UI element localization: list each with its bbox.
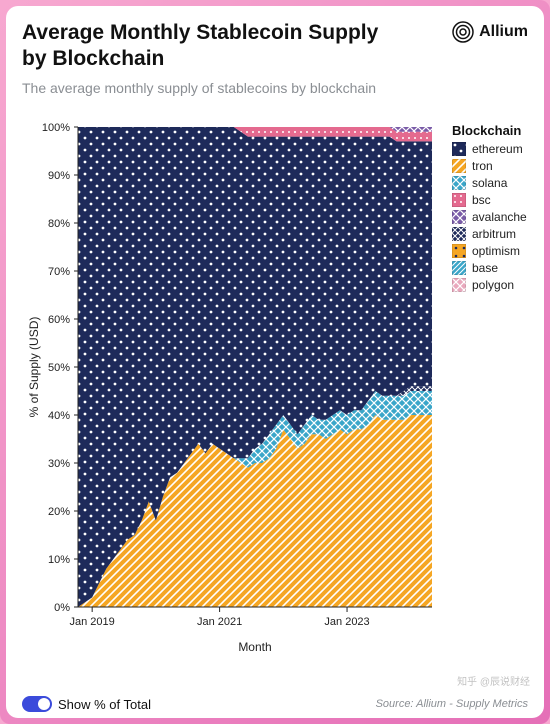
toggle-switch[interactable]: [22, 696, 52, 712]
y-tick-label: 50%: [48, 362, 70, 374]
y-tick-label: 40%: [48, 410, 70, 422]
page-title: Average Monthly Stablecoin Supply by Blo…: [22, 20, 402, 73]
y-tick-label: 0%: [54, 602, 70, 614]
chart-column: 0% 10% 20% 30% 40% 50% 60% 70% 80% 90% 100% Jan 201…: [22, 123, 442, 668]
y-tick-label: 100%: [42, 123, 70, 134]
toggle-label: Show % of Total: [58, 697, 151, 712]
legend-label: base: [472, 261, 498, 275]
legend-column: Blockchain ethereum tron solana bsc avalanch…: [442, 123, 528, 668]
legend-label: ethereum: [472, 142, 523, 156]
x-tick-label: Jan 2023: [324, 616, 369, 628]
y-tick-label: 80%: [48, 218, 70, 230]
chart-wrap: 0% 10% 20% 30% 40% 50% 60% 70% 80% 90% 100% Jan 201…: [22, 123, 528, 668]
legend-swatch-avalanche: [452, 210, 466, 224]
legend-label: bsc: [472, 193, 491, 207]
brand-logo: Allium: [451, 20, 528, 44]
y-tick-label: 10%: [48, 554, 70, 566]
brand-text: Allium: [479, 23, 528, 41]
y-tick-label: 20%: [48, 506, 70, 518]
legend-label: solana: [472, 176, 507, 190]
x-tick-label: Jan 2019: [70, 616, 115, 628]
legend-label: tron: [472, 159, 493, 173]
legend-item-solana[interactable]: solana: [452, 176, 528, 190]
chart-card: Average Monthly Stablecoin Supply by Blo…: [6, 6, 544, 718]
y-tick-label: 90%: [48, 170, 70, 182]
legend-item-ethereum[interactable]: ethereum: [452, 142, 528, 156]
watermark: 知乎 @辰说财经: [457, 673, 530, 688]
allium-icon: [451, 20, 475, 44]
stacked-area-chart: 0% 10% 20% 30% 40% 50% 60% 70% 80% 90% 100% Jan 201…: [22, 123, 442, 663]
legend-item-avalanche[interactable]: avalanche: [452, 210, 528, 224]
page-subtitle: The average monthly supply of stablecoin…: [22, 79, 382, 98]
header-row: Average Monthly Stablecoin Supply by Blo…: [22, 20, 528, 73]
legend-label: avalanche: [472, 210, 527, 224]
legend-item-arbitrum[interactable]: arbitrum: [452, 227, 528, 241]
legend-label: arbitrum: [472, 227, 516, 241]
legend-swatch-ethereum: [452, 142, 466, 156]
legend-item-optimism[interactable]: optimism: [452, 244, 528, 258]
legend-swatch-bsc: [452, 193, 466, 207]
legend-label: optimism: [472, 244, 520, 258]
y-tick-label: 70%: [48, 266, 70, 278]
legend-title: Blockchain: [452, 123, 528, 138]
footer-row: Show % of Total Source: Allium - Supply …: [22, 696, 528, 712]
legend-swatch-base: [452, 261, 466, 275]
x-axis-label: Month: [238, 640, 271, 654]
y-axis-label: % of Supply (USD): [27, 317, 41, 418]
legend-item-bsc[interactable]: bsc: [452, 193, 528, 207]
source-text: Source: Allium - Supply Metrics: [376, 698, 528, 710]
legend-list: ethereum tron solana bsc avalanche arbitrum op…: [452, 142, 528, 292]
legend-swatch-polygon: [452, 278, 466, 292]
legend-label: polygon: [472, 278, 514, 292]
legend-item-polygon[interactable]: polygon: [452, 278, 528, 292]
legend-item-base[interactable]: base: [452, 261, 528, 275]
legend-swatch-arbitrum: [452, 227, 466, 241]
y-tick-label: 60%: [48, 314, 70, 326]
legend-swatch-solana: [452, 176, 466, 190]
x-tick-label: Jan 2021: [197, 616, 242, 628]
y-tick-label: 30%: [48, 458, 70, 470]
legend-swatch-optimism: [452, 244, 466, 258]
outer-frame: Average Monthly Stablecoin Supply by Blo…: [0, 0, 550, 724]
toggle-show-percent[interactable]: Show % of Total: [22, 696, 151, 712]
legend-item-tron[interactable]: tron: [452, 159, 528, 173]
legend-swatch-tron: [452, 159, 466, 173]
